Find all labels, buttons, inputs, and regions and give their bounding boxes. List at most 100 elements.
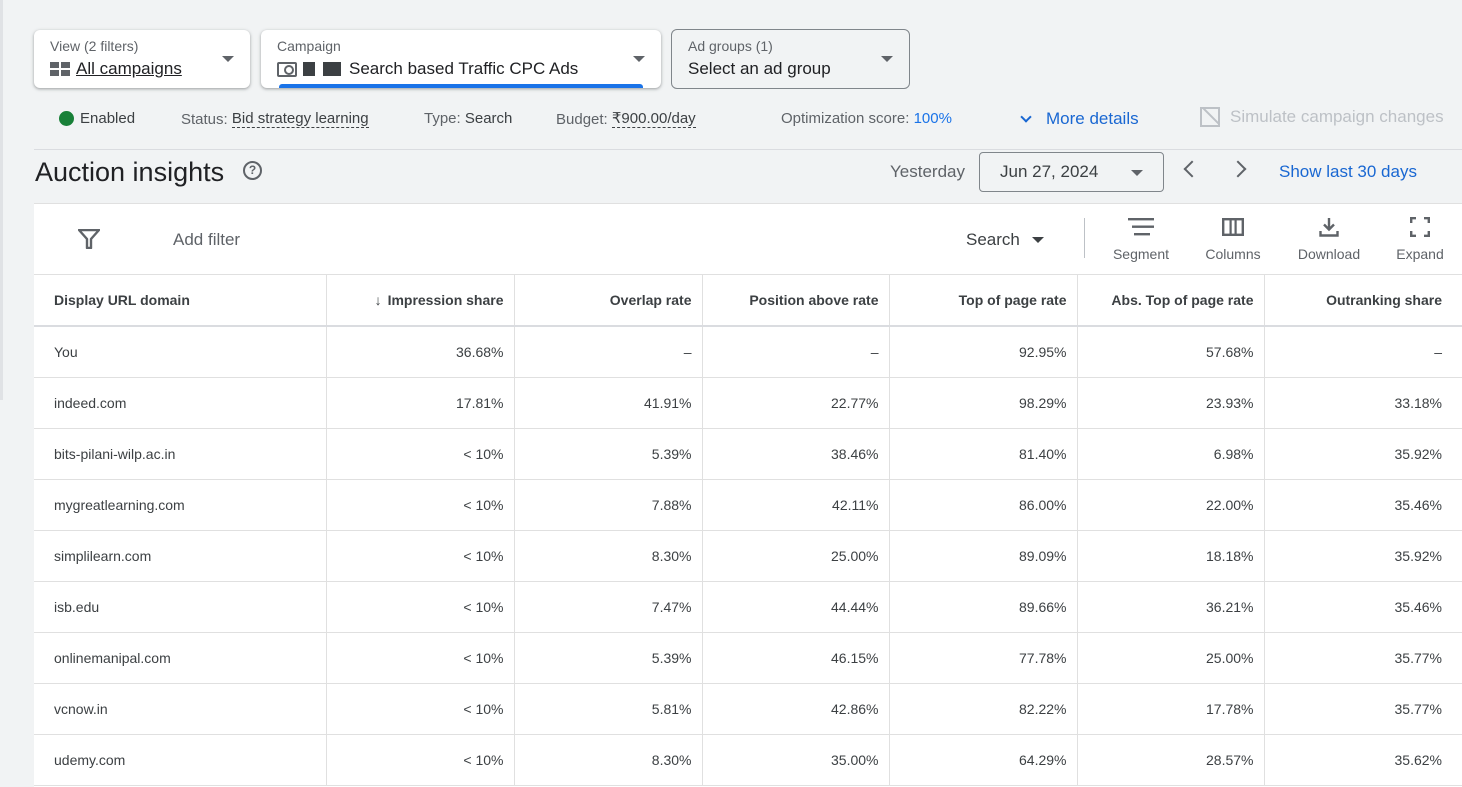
cell-position-above-rate: 38.46%: [702, 428, 890, 480]
view-value[interactable]: All campaigns: [76, 59, 182, 78]
cell-impression-share: < 10%: [326, 683, 515, 735]
cell-position-above-rate: 42.11%: [702, 479, 890, 531]
campaign-selector[interactable]: Campaign Search based Traffic CPC Ads: [261, 30, 661, 88]
budget-label: Budget:: [556, 110, 608, 128]
cell-abs-top-of-page-rate: 57.68%: [1077, 326, 1265, 378]
cell-impression-share: < 10%: [326, 632, 515, 684]
chevron-down-icon: [881, 56, 893, 62]
column-header-position-above-rate[interactable]: Position above rate: [702, 275, 890, 327]
active-indicator: [279, 84, 643, 88]
cell-outranking-share: 33.18%: [1264, 377, 1462, 429]
cell-top-of-page-rate: 81.40%: [889, 428, 1078, 480]
cell-impression-share: < 10%: [326, 530, 515, 582]
cell-overlap-rate: 7.47%: [514, 581, 703, 633]
add-filter-button[interactable]: Add filter: [173, 230, 241, 249]
more-details-label: More details: [1046, 109, 1139, 128]
cell-domain: onlinemanipal.com: [34, 632, 327, 684]
cell-domain: indeed.com: [34, 377, 327, 429]
cell-top-of-page-rate: 98.29%: [889, 377, 1078, 429]
date-value: Jun 27, 2024: [1000, 162, 1099, 181]
cell-top-of-page-rate: 77.78%: [889, 632, 1078, 684]
table-row: isb.edu < 10% 7.47% 44.44% 89.66% 36.21% 35.46…: [34, 581, 1462, 633]
cell-outranking-share: 35.77%: [1264, 632, 1462, 684]
cell-overlap-rate: 5.81%: [514, 683, 703, 735]
column-header-top-of-page-rate[interactable]: Top of page rate: [889, 275, 1078, 327]
cell-position-above-rate: 25.00%: [702, 530, 890, 582]
date-range-label: Yesterday: [890, 162, 965, 181]
left-rail: [0, 0, 3, 400]
ad-group-selector[interactable]: Ad groups (1) Select an ad group: [671, 29, 910, 89]
cell-domain: vcnow.in: [34, 683, 327, 735]
search-campaign-icon: [277, 61, 297, 77]
table-row: mygreatlearning.com < 10% 7.88% 42.11% 86.00…: [34, 479, 1462, 531]
cell-overlap-rate: 5.39%: [514, 632, 703, 684]
table-header-row: Display URL domain ↓ Impression share Ove…: [34, 275, 1462, 327]
cell-top-of-page-rate: 86.00%: [889, 479, 1078, 531]
optimization-score[interactable]: 100%: [913, 110, 952, 127]
optimization-label: Optimization score:: [781, 110, 910, 127]
column-header-impression-share[interactable]: ↓ Impression share: [326, 275, 515, 327]
simulate-campaign-button[interactable]: Simulate campaign changes: [1200, 107, 1444, 127]
table-row: onlinemanipal.com < 10% 5.39% 46.15% 77.78% 2…: [34, 632, 1462, 684]
column-header-abs-top-of-page-rate[interactable]: Abs. Top of page rate: [1077, 275, 1265, 327]
network-dropdown[interactable]: Search: [966, 230, 1044, 250]
divider: [34, 149, 1462, 150]
cell-impression-share: 36.68%: [326, 326, 515, 378]
auction-insights-card: Add filter Search Segment Columns Downlo…: [34, 203, 1462, 787]
cell-top-of-page-rate: 89.09%: [889, 530, 1078, 582]
table-row: vcnow.in < 10% 5.81% 42.86% 82.22% 17.78% 35.7…: [34, 683, 1462, 735]
cell-position-above-rate: –: [702, 326, 890, 378]
cell-domain: isb.edu: [34, 581, 327, 633]
table-toolbar: Add filter Search Segment Columns Downlo…: [34, 204, 1462, 275]
cell-outranking-share: 35.77%: [1264, 683, 1462, 735]
type-label: Type:: [424, 110, 461, 127]
budget-value[interactable]: ₹900.00/day: [611, 110, 696, 128]
cell-overlap-rate: 5.39%: [514, 428, 703, 480]
expand-button[interactable]: Expand: [1390, 216, 1450, 262]
chevron-left-icon[interactable]: [1183, 160, 1201, 178]
chevron-right-icon[interactable]: [1229, 160, 1247, 178]
columns-label: Columns: [1205, 246, 1261, 262]
cell-position-above-rate: 44.44%: [702, 581, 890, 633]
cell-domain: You: [34, 326, 327, 378]
grid-icon: [50, 62, 70, 76]
filter-icon[interactable]: [77, 228, 101, 254]
download-icon: [1290, 216, 1368, 238]
table-row: bits-pilani-wilp.ac.in < 10% 5.39% 38.46% 81…: [34, 428, 1462, 480]
sort-descending-icon: ↓: [374, 292, 382, 308]
status-dot-icon: [59, 111, 74, 126]
more-details-button[interactable]: More details: [1020, 109, 1139, 129]
column-header-outranking-share[interactable]: Outranking share: [1264, 275, 1462, 327]
cell-top-of-page-rate: 92.95%: [889, 326, 1078, 378]
cell-abs-top-of-page-rate: 18.18%: [1077, 530, 1265, 582]
help-icon[interactable]: ?: [243, 161, 262, 180]
cell-position-above-rate: 46.15%: [702, 632, 890, 684]
cell-impression-share: < 10%: [326, 479, 515, 531]
table-body: You 36.68% – –92.95% 57.68% – indeed.com 17.81%…: [34, 326, 1462, 786]
cell-abs-top-of-page-rate: 25.00%: [1077, 632, 1265, 684]
download-label: Download: [1297, 246, 1361, 262]
segment-label: Segment: [1112, 246, 1170, 262]
cell-overlap-rate: 41.91%: [514, 377, 703, 429]
cell-outranking-share: 35.46%: [1264, 479, 1462, 531]
enabled-status: Enabled: [59, 110, 135, 127]
date-picker[interactable]: Jun 27, 2024: [979, 152, 1164, 192]
ad-group-label: Ad groups (1): [688, 38, 773, 54]
columns-icon: [1200, 216, 1266, 238]
column-header-domain[interactable]: Display URL domain: [34, 275, 327, 327]
campaign-label: Campaign: [277, 38, 341, 54]
cell-impression-share: < 10%: [326, 428, 515, 480]
columns-button[interactable]: Columns: [1200, 216, 1266, 262]
segment-button[interactable]: Segment: [1106, 216, 1176, 262]
view-label: View (2 filters): [50, 38, 139, 54]
view-selector[interactable]: View (2 filters) All campaigns: [34, 30, 250, 88]
show-last-30-days-link[interactable]: Show last 30 days: [1279, 162, 1417, 181]
table-row: indeed.com 17.81% 41.91% 22.77% 98.29% 23.93%…: [34, 377, 1462, 429]
status-value[interactable]: Bid strategy learning: [231, 110, 369, 128]
download-button[interactable]: Download: [1290, 216, 1368, 262]
cell-overlap-rate: 8.30%: [514, 734, 703, 786]
chevron-down-icon: [633, 56, 645, 62]
column-header-overlap-rate[interactable]: Overlap rate: [514, 275, 703, 327]
expand-label: Expand: [1396, 246, 1444, 262]
table-row: You 36.68% – –92.95% 57.68% –: [34, 326, 1462, 378]
